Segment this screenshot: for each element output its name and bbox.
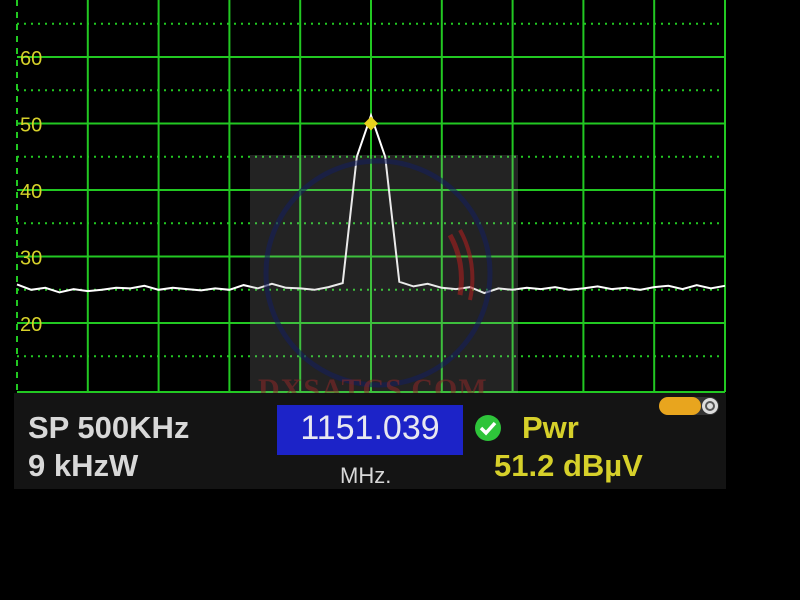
measure-label: Pwr [522, 410, 579, 445]
y-tick-label: 20 [20, 314, 42, 336]
spectrum-plot: 20 30 40 50 60 70 [16, 0, 726, 393]
rbw-label: 9 kHzW [28, 448, 139, 483]
y-tick-label: 50 [20, 115, 42, 137]
y-tick-label: 30 [20, 248, 42, 270]
y-tick-label: 40 [20, 181, 42, 203]
span-label: SP 500KHz [28, 410, 190, 445]
frequency-field[interactable]: 1151.039 [277, 405, 463, 455]
frequency-value: 1151.039 [300, 409, 440, 447]
frequency-unit: MHz. [340, 463, 392, 488]
battery-icon [658, 395, 722, 417]
spectrum-trace [16, 112, 726, 295]
peak-marker [364, 116, 378, 131]
watermark-logo [250, 155, 518, 413]
y-tick-label: 60 [20, 48, 42, 70]
check-circle-icon [475, 415, 501, 441]
y-tick-label: 70 [20, 0, 42, 4]
level-value: 51.2 dBµV [494, 448, 643, 483]
